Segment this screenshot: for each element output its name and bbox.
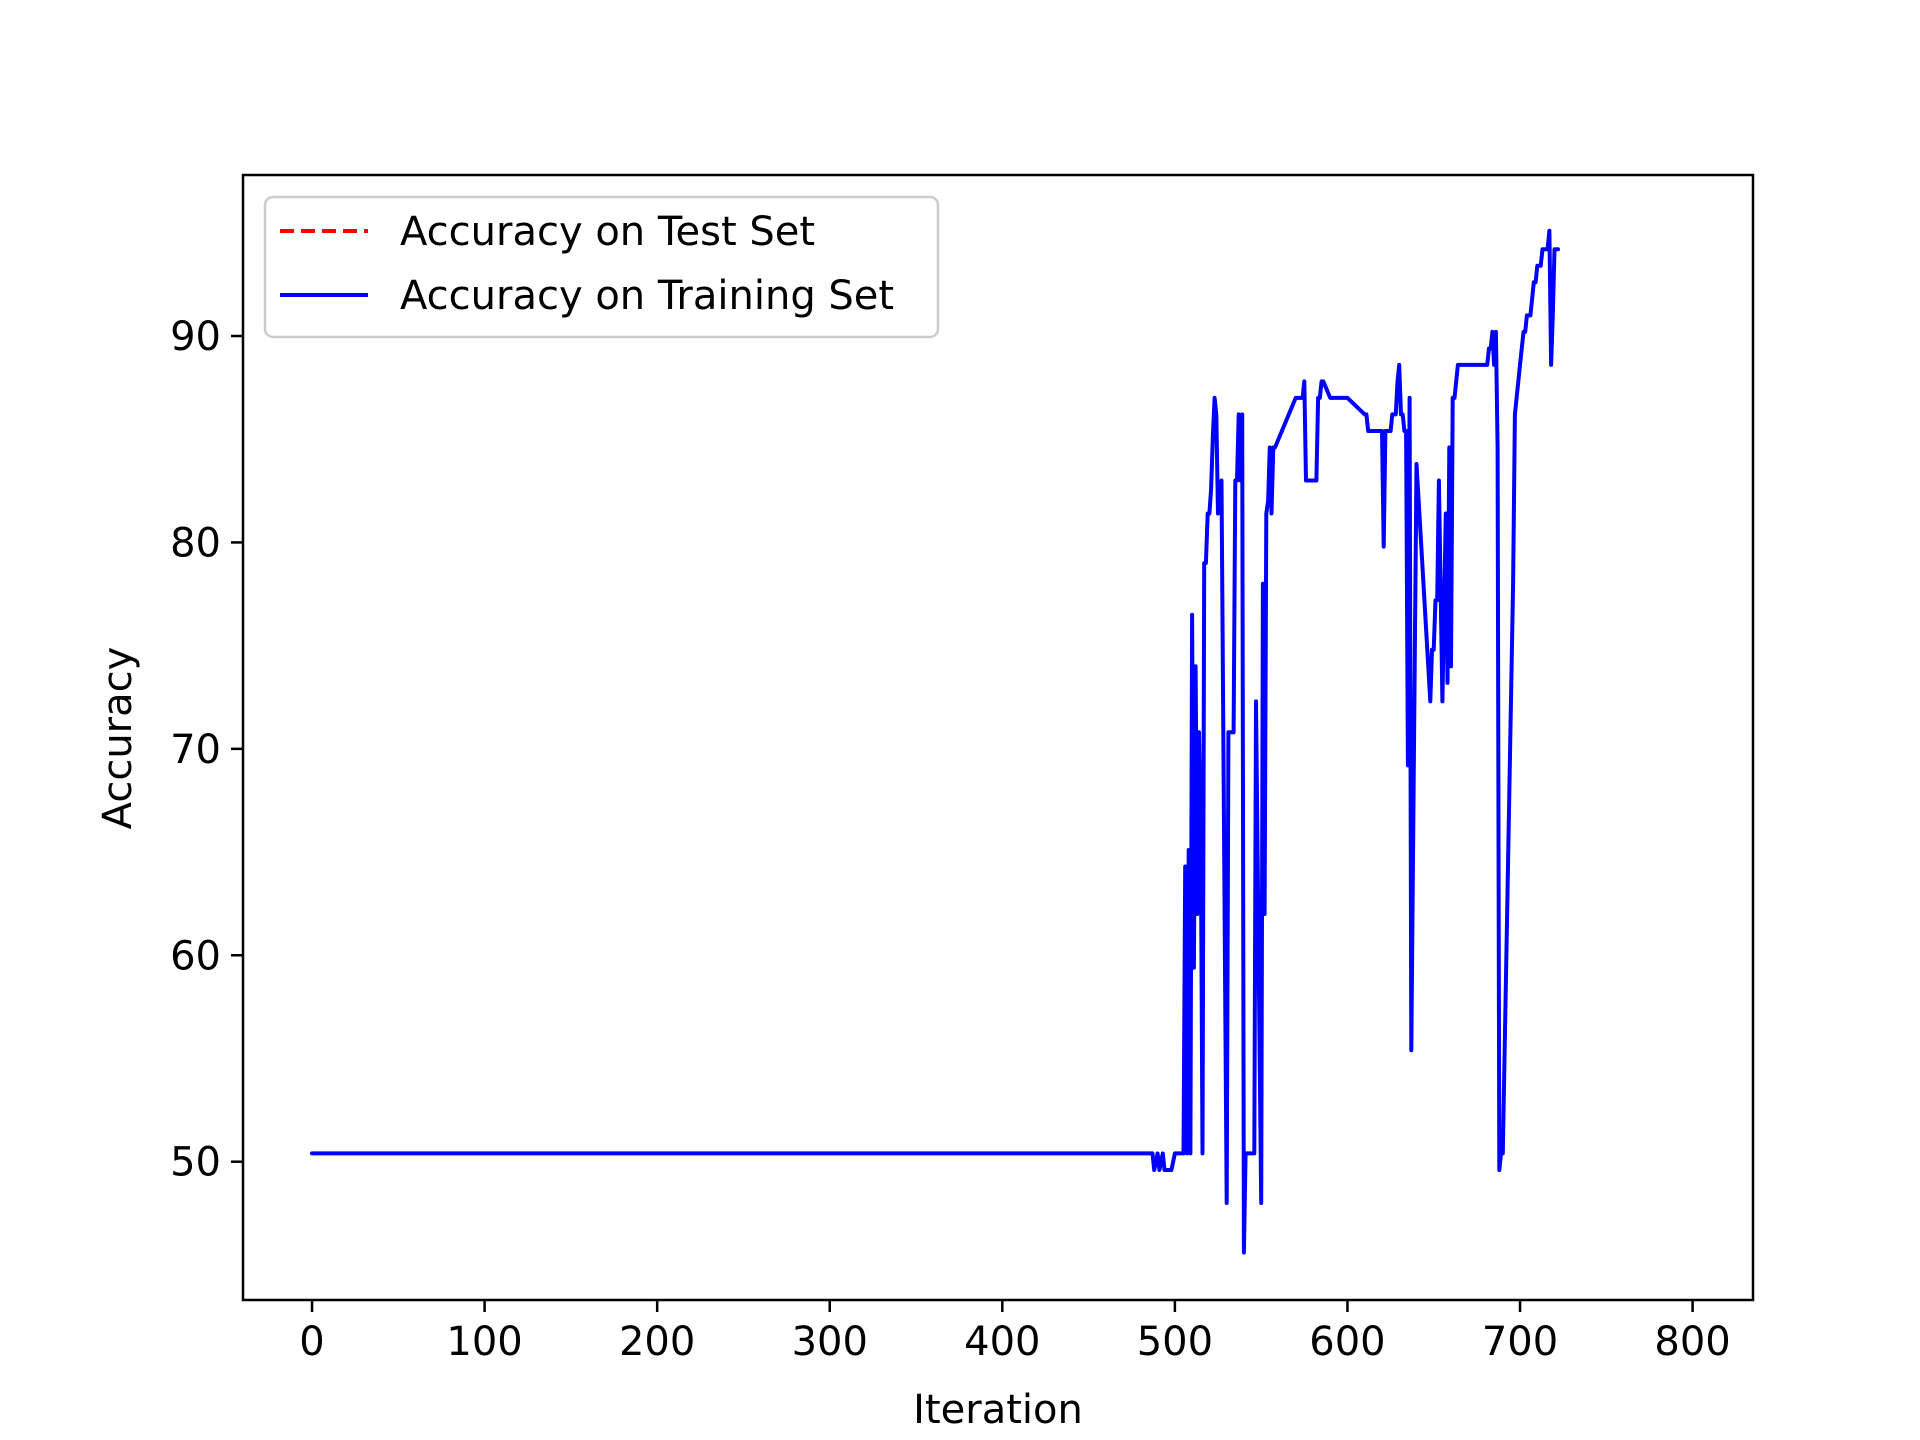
- x-tick-label: 600: [1309, 1319, 1385, 1365]
- x-tick-label: 700: [1482, 1319, 1558, 1365]
- axis-ticks: 0 100 200 300 400 500 600 700 800 50 60 70 80 90: [170, 314, 1731, 1365]
- x-tick-label: 200: [619, 1319, 695, 1365]
- x-tick-label: 400: [964, 1319, 1040, 1365]
- series-line-training: [310, 228, 1560, 1255]
- y-tick-label: 60: [170, 933, 221, 979]
- x-axis-label: Iteration: [913, 1387, 1083, 1433]
- y-tick-label: 90: [170, 314, 221, 360]
- legend-box: [263, 195, 940, 339]
- x-tick-label: 500: [1137, 1319, 1213, 1365]
- x-tick-label: 800: [1654, 1319, 1730, 1365]
- y-tick-label: 70: [170, 727, 221, 773]
- x-tick-label: 0: [299, 1319, 324, 1365]
- legend: Accuracy on Test Set Accuracy on Trainin…: [263, 195, 940, 339]
- y-tick-label: 80: [170, 520, 221, 566]
- y-axis-label: Accuracy: [95, 647, 141, 830]
- legend-label-training: Accuracy on Training Set: [400, 273, 894, 319]
- axes-frame: [241, 173, 1755, 1302]
- plot-area: [310, 228, 1560, 1255]
- x-tick-label: 100: [446, 1319, 522, 1365]
- x-tick-label: 300: [792, 1319, 868, 1365]
- y-tick-label: 50: [170, 1140, 221, 1186]
- legend-label-test: Accuracy on Test Set: [400, 209, 815, 255]
